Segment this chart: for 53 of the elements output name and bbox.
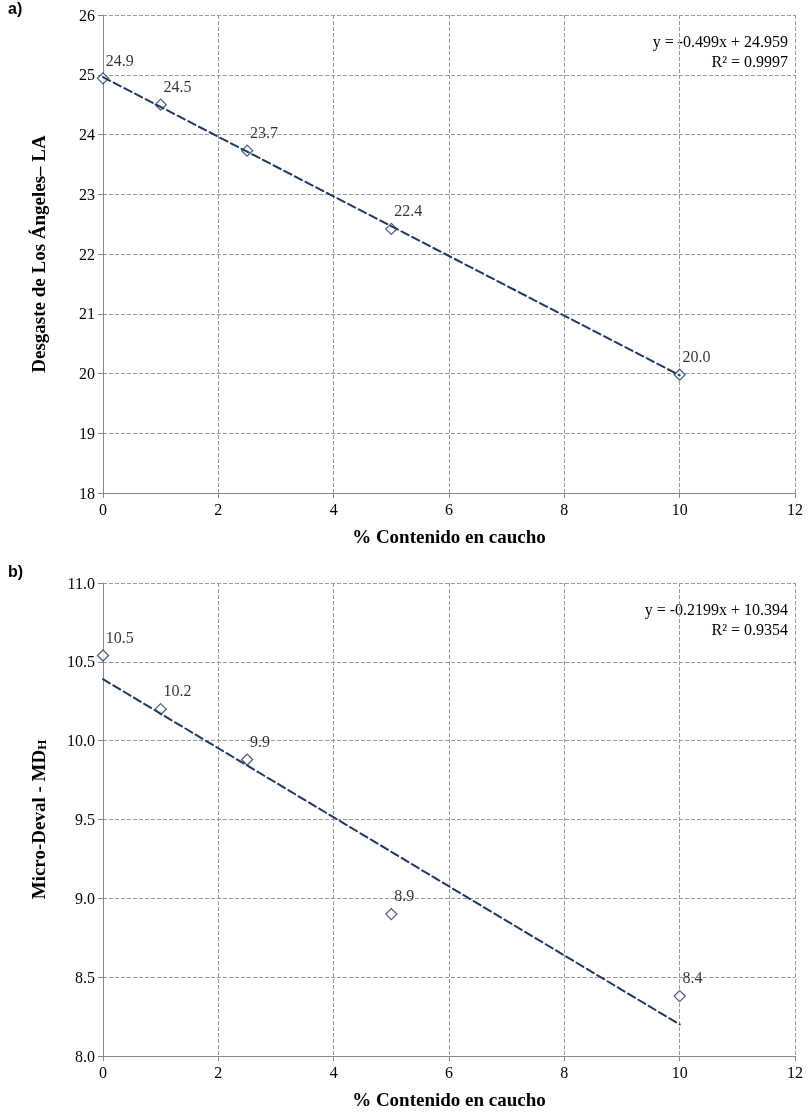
x-tick-label: 4 [329, 1063, 338, 1081]
annotation: y = -0.499x + 24.959 [652, 32, 788, 51]
x-tick-label: 12 [787, 500, 803, 518]
x-tick-label: 6 [445, 500, 453, 518]
y-tick-label: 21 [79, 305, 95, 323]
data-label: 20.0 [682, 348, 711, 366]
point [241, 753, 254, 766]
y-tick-label: 18 [79, 484, 95, 502]
y-tick-label: 26 [79, 6, 95, 24]
y-tick-label: 19 [79, 424, 95, 442]
y-tick-label: 23 [79, 185, 95, 203]
chart-title: a) [8, 0, 23, 17]
data-label: 24.9 [105, 51, 134, 69]
x-tick-label: 4 [329, 500, 338, 518]
data-label: 10.2 [163, 682, 192, 700]
y-tick-label: 10.5 [67, 653, 95, 671]
point [385, 907, 398, 921]
chart-title: b) [8, 562, 24, 580]
y-tick-label: 9.0 [75, 889, 95, 907]
y-tick-label: 10.0 [67, 732, 95, 750]
data-label: 8.9 [394, 887, 415, 905]
x-axis-title: % Contenido en caucho [352, 526, 546, 547]
point [673, 368, 686, 381]
x-tick-label: 8 [560, 500, 569, 518]
y-tick-label: 25 [79, 66, 95, 84]
point [673, 989, 686, 1003]
data-label: 24.5 [163, 77, 192, 95]
y-tick-label: 24 [79, 126, 95, 143]
y-tick-label: 22 [79, 245, 95, 263]
x-tick-label: 12 [787, 1063, 803, 1081]
data-label: 9.9 [250, 732, 271, 750]
annotation: y = -0.2199x + 10.394 [644, 600, 788, 619]
x-tick-label: 0 [99, 1063, 107, 1081]
annotation: R² = 0.9354 [711, 620, 788, 638]
data-label: 8.4 [682, 969, 703, 987]
y-tick-label: 9.5 [75, 811, 95, 828]
x-tick-label: 2 [214, 500, 223, 518]
x-tick-label: 10 [671, 1063, 688, 1081]
x-axis-title: % Contenido en caucho [352, 1089, 546, 1110]
x-tick-label: 2 [214, 1063, 223, 1081]
annotation: R² = 0.9997 [711, 52, 788, 70]
y-tick-label: 11.0 [67, 574, 95, 592]
x-tick-label: 8 [560, 1063, 569, 1081]
y-tick-label: 8.5 [75, 968, 95, 986]
x-tick-label: 10 [671, 500, 688, 518]
x-tick-label: 0 [99, 500, 107, 518]
x-tick-label: 6 [445, 1063, 453, 1081]
data-label: 10.5 [105, 628, 134, 646]
y-axis-title: Desgaste de Los Ángeles– LA [28, 134, 49, 373]
data-label: 23.7 [250, 123, 279, 141]
y-tick-label: 20 [79, 365, 95, 382]
y-tick-label: 8.0 [75, 1047, 95, 1065]
data-label: 22.4 [394, 202, 423, 220]
